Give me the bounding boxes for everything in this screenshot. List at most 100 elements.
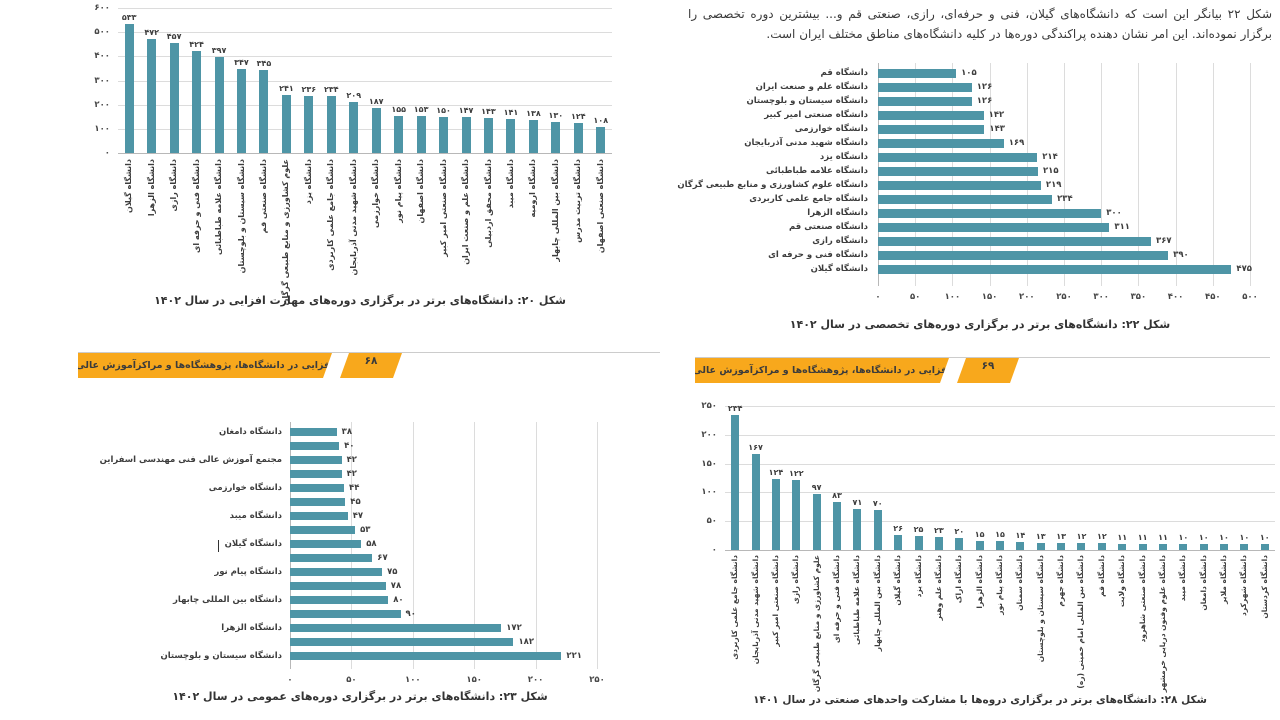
value-label: ۳۱۱ — [1114, 222, 1130, 232]
value-label: ۱۴ — [1015, 530, 1026, 540]
axis-tick-label: ۴۰۰ — [94, 51, 110, 62]
value-label: ۱۲۶ — [976, 96, 993, 106]
value-label: ۱۱ — [1137, 532, 1148, 542]
gridline — [118, 128, 612, 130]
gridline — [1064, 63, 1065, 286]
axis-tick-label: ۴۵۰ — [1205, 292, 1221, 302]
bar — [878, 222, 1110, 232]
category-label: دانشگاه صنعتی اصفهان — [595, 159, 605, 254]
bar — [1179, 544, 1188, 550]
category-label: دانشگاه ولایت — [1117, 555, 1127, 608]
value-label: ۴۲ — [346, 469, 357, 479]
category-label: دانشگاه صنعتی قم — [258, 159, 268, 234]
bar — [914, 535, 923, 550]
page-number: ۶۹ — [981, 360, 995, 372]
value-label: ۱۵۵ — [391, 104, 406, 114]
axis-tick-label: ۲۵۰ — [701, 401, 717, 411]
category-label: دانشگاه یزد — [913, 555, 923, 598]
category-label: دانشگاه الزهرا — [974, 555, 984, 609]
axis-tick-label: ۳۵۰ — [1130, 292, 1147, 302]
figure-23-caption: شکل ۲۳: دانشگاه‌های برتر در برگزاری دوره… — [172, 690, 548, 703]
bar — [878, 250, 1169, 260]
category-label: دانشگاه خوارزمی — [208, 483, 282, 493]
bar — [1077, 543, 1086, 550]
banner-title-bar: مهارت‌افزایی در دانشگاه‌ها، پژوهشگاه‌ها … — [78, 353, 332, 378]
axis-tick-label: ۵۰ — [706, 516, 717, 527]
value-label: ۲۶ — [893, 524, 904, 534]
value-label: ۴۲ — [346, 455, 357, 465]
bar — [124, 24, 134, 153]
value-label: ۱۵۳ — [413, 105, 429, 115]
category-label: دانشگاه الزهرا — [146, 159, 156, 217]
bar — [192, 50, 202, 153]
value-label: ۴۷۵ — [1236, 264, 1252, 274]
value-label: ۵۳۳ — [121, 13, 137, 23]
bar — [290, 470, 342, 478]
value-label: ۱۱ — [1158, 532, 1168, 542]
category-label: دانشگاه شهید مدنی آذربایجان — [348, 159, 358, 276]
intro-paragraph: شکل ۲۲ بیانگر این است که دانشگاه‌های گیل… — [688, 7, 1272, 41]
bar — [878, 194, 1053, 204]
category-label: دانشگاه کردستان — [1259, 555, 1269, 619]
bar — [878, 82, 972, 92]
bar — [873, 509, 882, 550]
axis-tick-label: ۱۰۰ — [94, 123, 110, 134]
bar — [894, 535, 903, 550]
category-label: دانشگاه قم — [1096, 555, 1106, 597]
value-label: ۱۵ — [995, 530, 1005, 540]
category-label: دانشگاه میبد — [505, 159, 515, 209]
axis-tick-label: ۶۰۰ — [94, 3, 110, 13]
gridline — [725, 492, 1275, 494]
bar — [326, 96, 336, 153]
value-label: ۱۲۲ — [788, 468, 804, 478]
value-label: ۵۸ — [366, 539, 377, 549]
value-label: ۲۱۴ — [1042, 152, 1058, 162]
bar — [290, 554, 373, 562]
value-label: ۴۵۷ — [166, 31, 182, 41]
axis-tick-label: ۵۰۰ — [94, 27, 110, 38]
axis-tick-label: ۲۰۰ — [94, 99, 110, 110]
bar — [878, 68, 957, 78]
category-label: دانشگاه الزهرا — [807, 208, 868, 218]
value-label: ۲۳۴ — [727, 404, 743, 414]
bar — [573, 123, 583, 153]
value-label: ۲۰۹ — [346, 91, 362, 101]
category-label: دانشگاه علامه طباطبائی — [766, 166, 868, 176]
bar — [833, 502, 842, 550]
banner-rule-line — [78, 352, 660, 353]
gridline — [474, 422, 476, 669]
category-label: دانشگاه گیلان — [810, 264, 868, 274]
value-label: ۱۰ — [1259, 533, 1270, 543]
gridline — [118, 56, 612, 58]
bar — [1097, 543, 1106, 550]
value-label: ۱۲۶ — [976, 82, 993, 92]
bar — [290, 512, 348, 520]
value-label: ۴۰ — [344, 441, 355, 451]
page-number-box: ۶۹ — [957, 358, 1019, 383]
bar — [878, 138, 1004, 148]
value-label: ۱۲ — [1096, 532, 1107, 542]
banner-title: مهارت‌افزایی در دانشگاه‌ها، پژوهشگاه‌ها … — [662, 365, 982, 376]
banner-title: مهارت‌افزایی در دانشگاه‌ها، پژوهشگاه‌ها … — [45, 360, 365, 371]
gridline — [1175, 63, 1177, 286]
value-label: ۱۳ — [1035, 531, 1046, 541]
bar — [506, 118, 516, 153]
value-label: ۱۰۵ — [961, 68, 977, 78]
value-label: ۴۵ — [350, 497, 361, 507]
bar — [934, 536, 943, 550]
category-label: دانشگاه ارومیه — [528, 159, 538, 218]
category-label: دانشگاه صنعتی امیر کبیر — [764, 110, 868, 120]
bar — [214, 57, 224, 153]
category-label: دانشگاه خوارزمی — [371, 159, 381, 228]
bar — [731, 415, 740, 550]
bar — [1118, 543, 1127, 550]
bar — [996, 541, 1004, 550]
bar — [290, 428, 337, 436]
axis-tick-label: ۲۰۰ — [701, 429, 717, 440]
category-label: دانشگاه بین المللی چابهار — [550, 159, 560, 262]
axis-tick-label: ۳۰۰ — [1093, 292, 1109, 302]
bar — [812, 494, 821, 550]
gridline — [118, 104, 612, 106]
bar — [484, 118, 493, 153]
